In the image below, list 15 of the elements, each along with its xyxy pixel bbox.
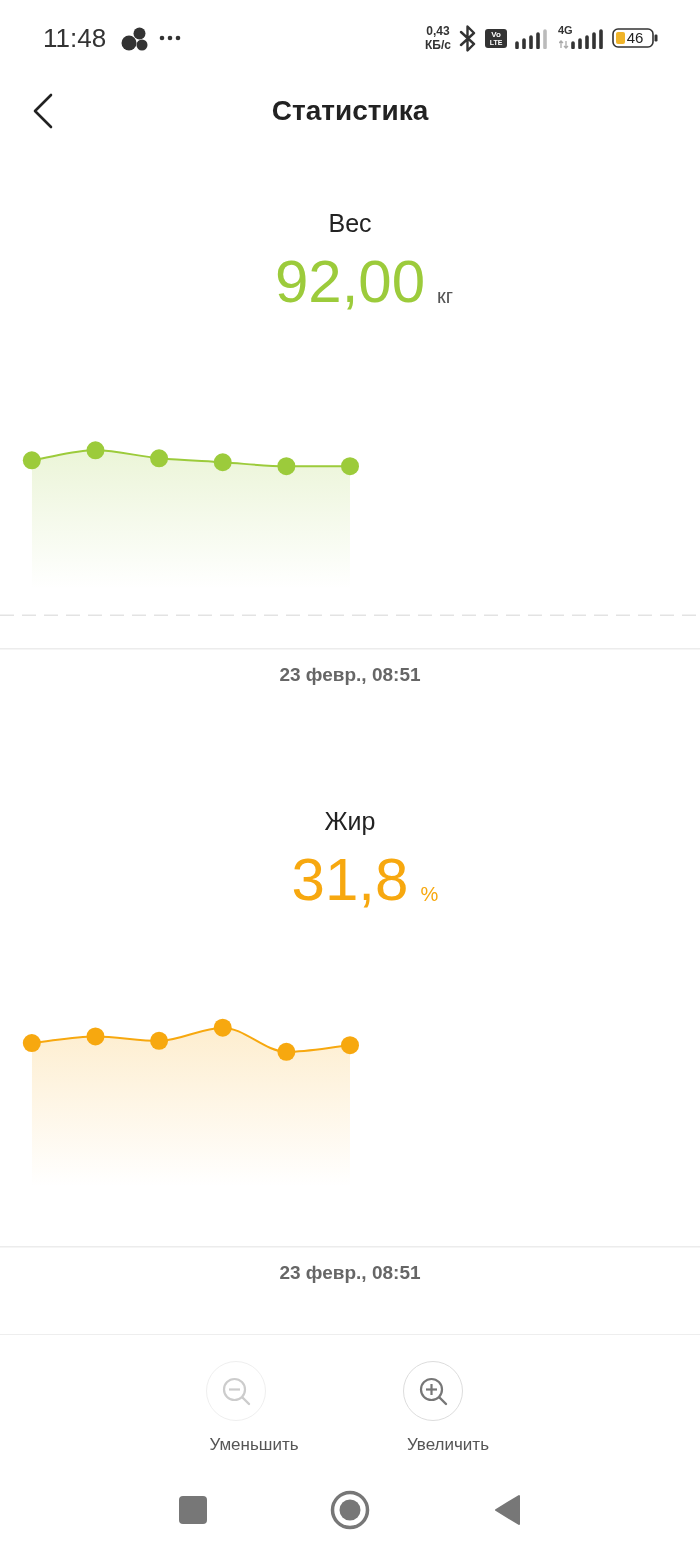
- text: Уменьшить: [209, 1435, 299, 1454]
- text: %: [420, 883, 439, 905]
- chart-title: Жир: [324, 807, 376, 835]
- text: 31,8: [291, 846, 409, 913]
- text: 11:48: [43, 23, 107, 53]
- x-axis-title: 23 февр., 08:51: [279, 664, 421, 685]
- text: 92,00: [274, 248, 426, 315]
- text: Увеличить: [407, 1435, 489, 1454]
- text: 4G: [558, 24, 573, 36]
- chart-title: Вес: [328, 209, 372, 237]
- x-axis-title: 23 февр., 08:51: [279, 1262, 421, 1283]
- text: Статистика: [271, 95, 429, 126]
- text: 0,43: [426, 24, 450, 38]
- text: КБ/с: [425, 38, 451, 52]
- text: кг: [437, 285, 454, 307]
